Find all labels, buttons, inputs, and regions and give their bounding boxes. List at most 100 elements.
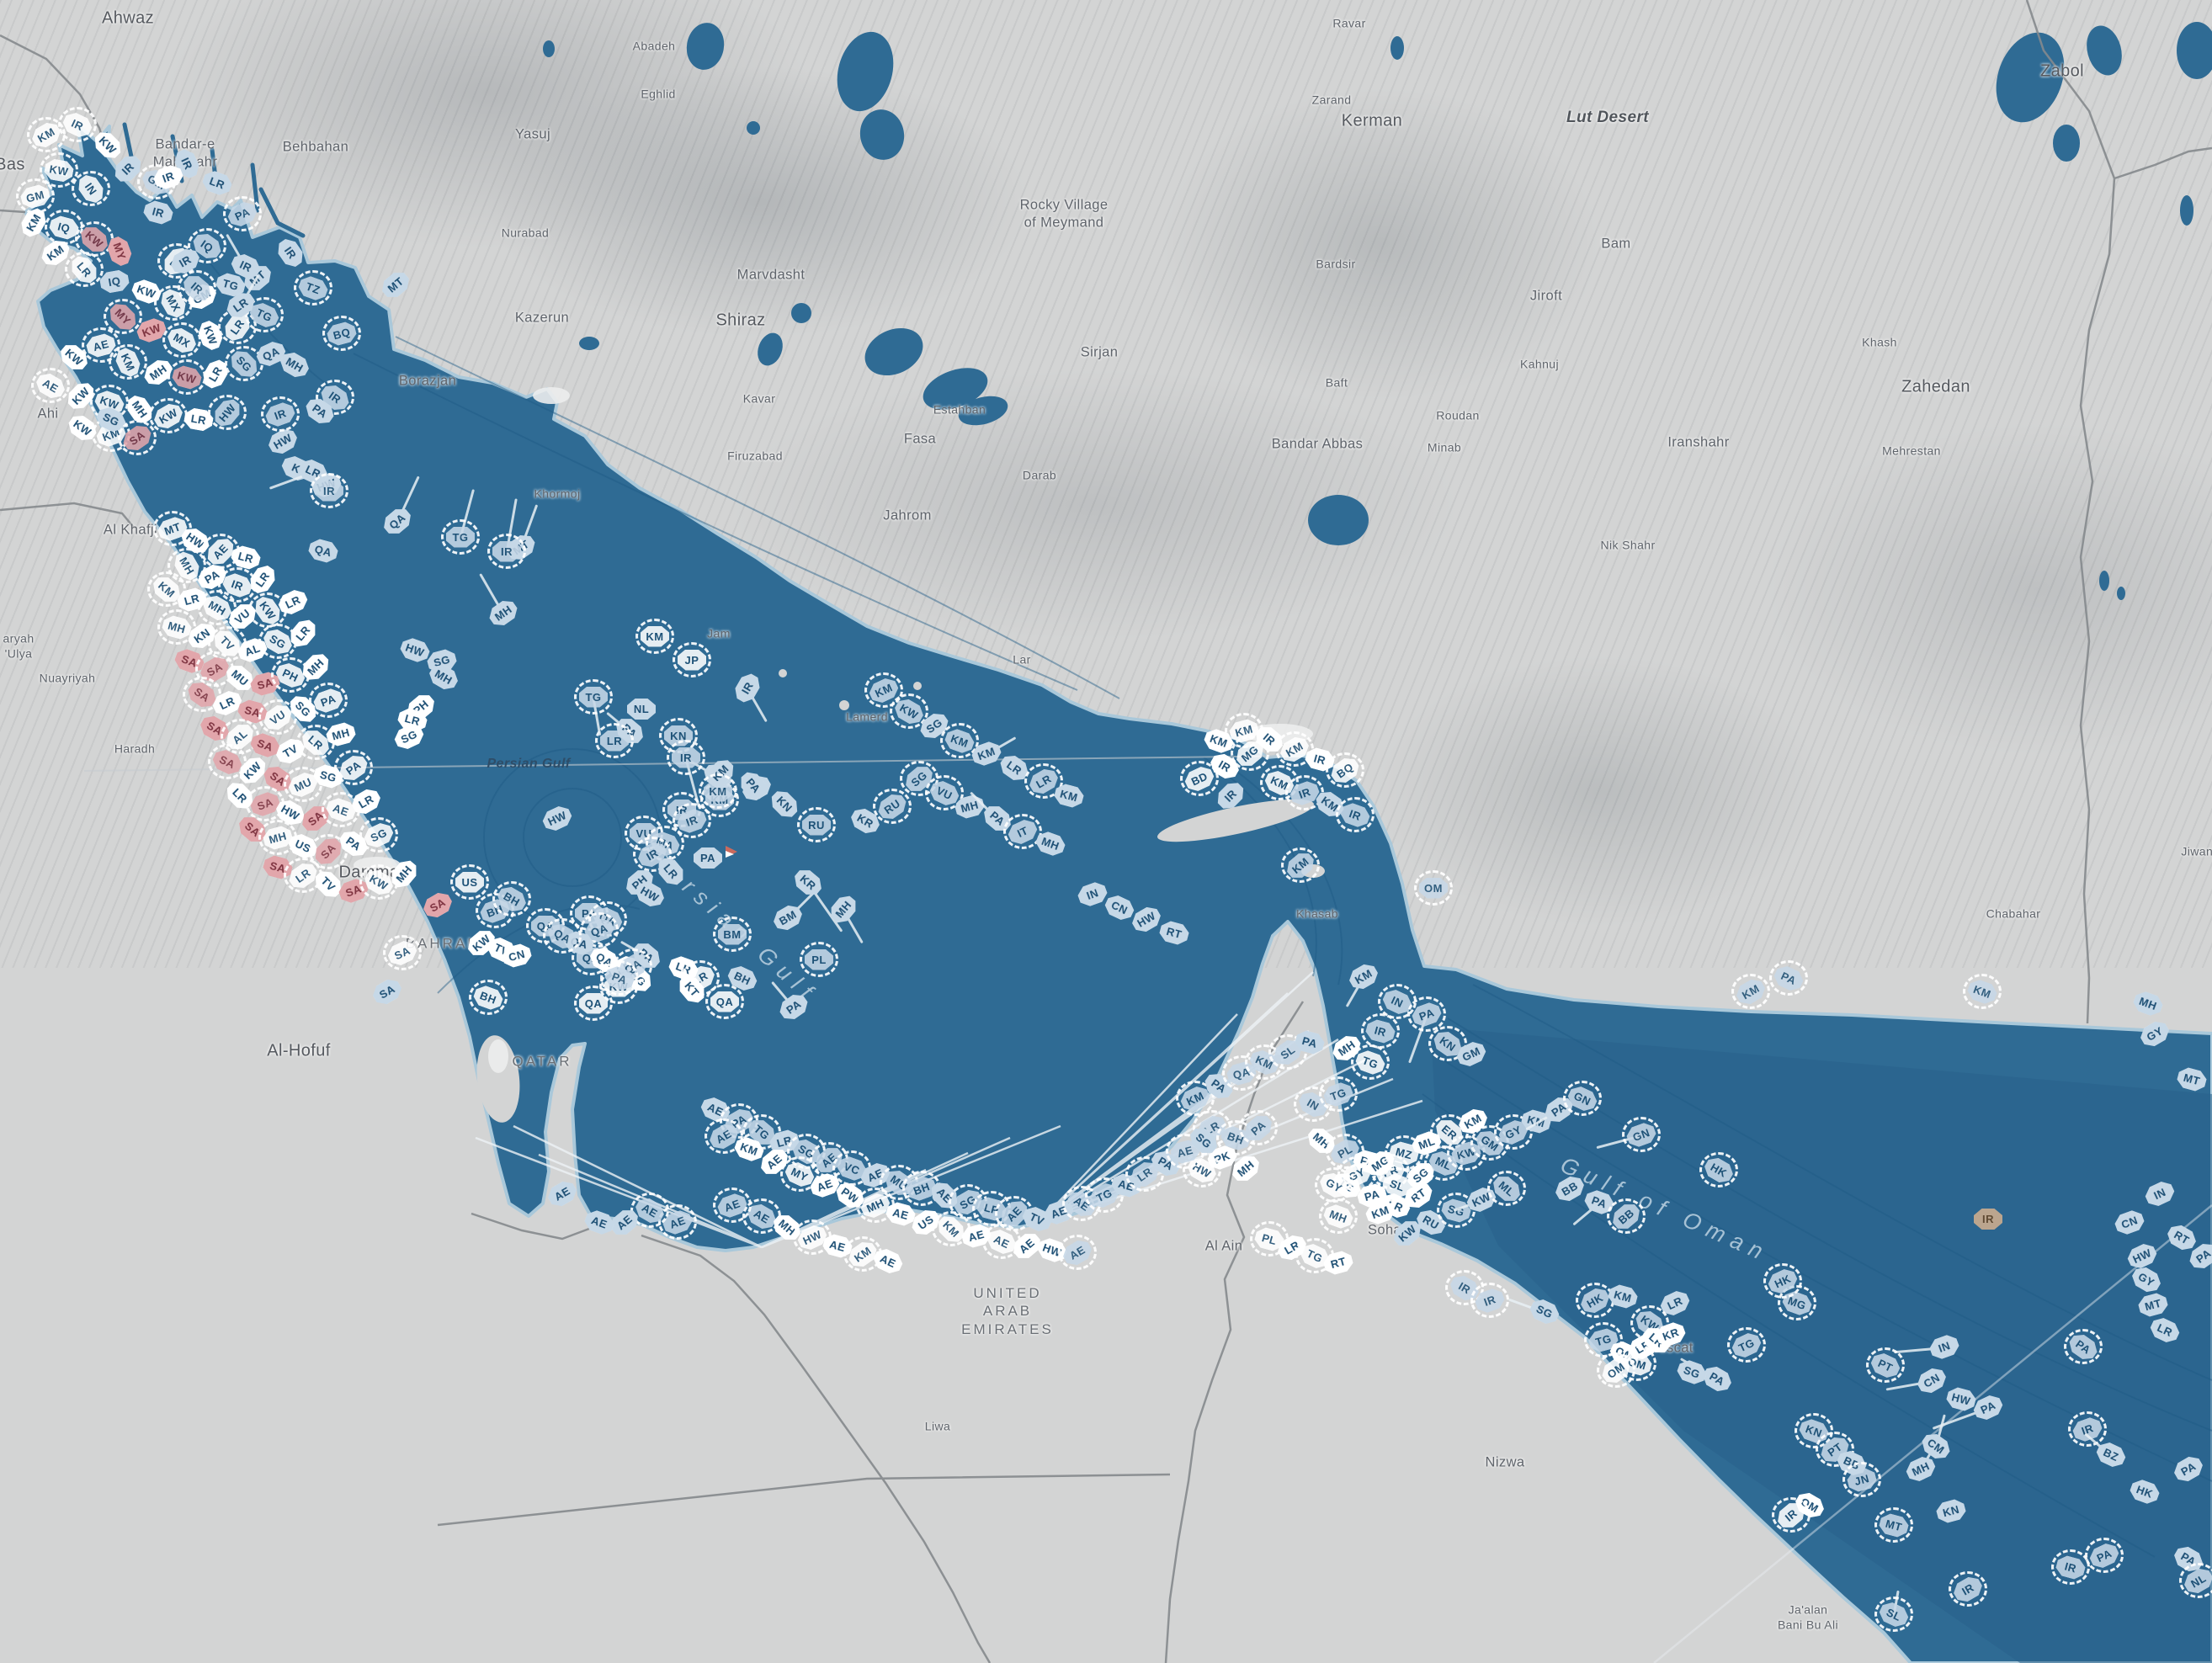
city-label: aryah 'Ulya xyxy=(3,631,35,661)
vessel-flag-code: IR xyxy=(2054,1554,2087,1581)
anchored-vessel-ring: TG xyxy=(574,679,613,715)
vessel-flag-code: BH xyxy=(494,883,529,916)
anchored-vessel-ring: KM xyxy=(109,344,147,380)
anchored-vessel-ring: BH xyxy=(492,881,531,917)
vessel-flag-code: SG xyxy=(226,346,262,381)
vessel-flag-code: BB xyxy=(1608,1198,1644,1233)
anchored-vessel-ring: OM xyxy=(1597,1352,1635,1388)
city-label: Firuzabad xyxy=(727,449,783,463)
vessel-flag-code: KM xyxy=(1283,847,1318,882)
anchored-vessel-ring: KM xyxy=(635,619,674,654)
vessel-flag-code: IR xyxy=(2071,1414,2105,1443)
anchored-vessel-ring: KW xyxy=(40,152,78,188)
anchored-vessel-ring: NL xyxy=(2179,1563,2212,1598)
anchored-vessel-ring: HK xyxy=(1576,1283,1614,1318)
vessel-flag-code: AE xyxy=(632,1194,667,1227)
city-label: Khasab xyxy=(1296,906,1338,921)
anchored-vessel-ring: SA xyxy=(208,744,247,779)
vessel-flag-code: BH xyxy=(471,982,506,1012)
vessel-flag-code: QA xyxy=(545,920,580,953)
city-label: Zahedan xyxy=(1901,377,1970,396)
city-label: Mehrestan xyxy=(1882,444,1941,458)
anchored-vessel-ring: KN xyxy=(1794,1413,1833,1448)
anchored-vessel-ring: QA xyxy=(543,918,582,954)
vessel-flag-code: PA xyxy=(603,963,637,992)
anchored-vessel-ring: IR xyxy=(310,473,348,508)
anchored-vessel-ring: MY xyxy=(103,299,142,334)
vessel-flag-code: KM xyxy=(845,1237,880,1271)
anchored-vessel-ring: QA xyxy=(574,986,613,1021)
anchored-vessel-ring: GY xyxy=(1315,1167,1353,1203)
city-label: Borazjan xyxy=(398,373,457,389)
city-label: Nurabad xyxy=(501,226,550,240)
vessel-flag-code: SG xyxy=(361,819,396,850)
anchored-vessel-ring: GY xyxy=(1494,1114,1533,1150)
country-label: UNITED ARAB EMIRATES xyxy=(961,1285,1054,1337)
anchored-vessel-ring: AE xyxy=(630,1193,669,1228)
vessel-flag-code: QA xyxy=(710,991,739,1012)
vessel-flag-code: OM xyxy=(1598,1353,1634,1387)
anchored-vessel-ring: PT xyxy=(1866,1347,1905,1383)
vessel-flag-code: BQ xyxy=(1327,753,1363,787)
vessel-flag-code: TG xyxy=(1729,1329,1763,1360)
anchored-vessel-ring: LR xyxy=(1024,763,1063,799)
vessel-flag-code: PA xyxy=(336,751,371,784)
anchored-vessel-ring: RU xyxy=(797,807,836,842)
anchored-vessel-ring: RU xyxy=(873,789,912,824)
anchored-vessel-ring: KM xyxy=(1281,847,1320,883)
city-label: Kazerun xyxy=(514,310,570,326)
country-label: BAHRAIN xyxy=(405,935,487,952)
anchored-vessel-ring: KM xyxy=(1731,974,1770,1009)
vessel-flag-code: KW xyxy=(891,695,927,728)
city-label: Al Ain xyxy=(1204,1238,1243,1254)
anchored-vessel-ring: SA xyxy=(118,420,157,455)
vessel-flag-code: TG xyxy=(1353,1047,1388,1076)
vessel-flag-code: KM xyxy=(1733,975,1768,1008)
vessel-flag-code: GN xyxy=(1624,1119,1659,1149)
anchored-vessel-ring: SA xyxy=(246,786,284,821)
anchored-vessel-ring: KM xyxy=(864,672,903,708)
anchored-vessel-ring: LR xyxy=(284,858,322,893)
anchored-vessel-ring: HK xyxy=(1699,1152,1738,1187)
city-label: Minab xyxy=(1427,440,1462,454)
desert-label: Lut Desert xyxy=(1566,109,1649,127)
city-label: Shiraz xyxy=(715,311,766,330)
vessel-flag-code: SG xyxy=(260,625,295,658)
city-label: Marvdasht xyxy=(736,267,806,283)
vessel-flag-code: PA xyxy=(1771,962,1805,993)
anchored-vessel-ring: PA xyxy=(600,960,639,996)
city-label: Haradh xyxy=(114,741,156,756)
anchored-vessel-ring: KN xyxy=(1428,1026,1467,1061)
vessel-flag-code: VU xyxy=(260,700,295,734)
vessel-flag-code: LR xyxy=(600,730,629,752)
city-label: Kerman xyxy=(1341,111,1403,130)
vessel-flag-code: MT xyxy=(1877,1512,1910,1539)
anchored-vessel-ring: PA xyxy=(334,750,373,785)
anchored-vessel-ring: PA xyxy=(1769,960,1808,996)
anchored-vessel-ring: IR xyxy=(633,837,672,872)
anchored-vessel-ring: KM xyxy=(1275,731,1314,767)
vessel-flag-code: IR xyxy=(179,270,215,305)
vessel-flag-code: KW xyxy=(151,400,186,433)
anchored-vessel-ring: SL xyxy=(1874,1597,1913,1632)
anchored-vessel-ring: KM xyxy=(698,773,737,809)
anchored-vessel-ring: OM xyxy=(1414,870,1453,906)
city-label: Al Khafji xyxy=(103,522,158,538)
anchored-vessel-ring: PA xyxy=(309,683,348,718)
anchored-vessel-ring: US xyxy=(449,864,489,900)
vessel-flag-code: PT xyxy=(1868,1349,1902,1380)
anchored-vessel-ring: IR xyxy=(2068,1411,2107,1447)
anchored-vessel-ring: BD xyxy=(1180,761,1219,796)
vessel-flag-code: LR xyxy=(298,725,333,759)
city-label: Ahwaz xyxy=(101,8,155,28)
anchored-vessel-ring: IR xyxy=(1470,1283,1509,1318)
anchored-vessel-ring: IT xyxy=(1003,814,1042,849)
vessel-flag-code: JP xyxy=(678,649,706,671)
anchored-vessel-ring: PA xyxy=(2085,1538,2124,1573)
vessel-flag-code: BM xyxy=(718,923,747,945)
anchored-vessel-ring: IR xyxy=(178,270,216,306)
city-label: Ravar xyxy=(1332,16,1366,30)
city-label: Bas xyxy=(0,155,25,174)
vessel-flag-code: IR xyxy=(1950,1573,1986,1606)
